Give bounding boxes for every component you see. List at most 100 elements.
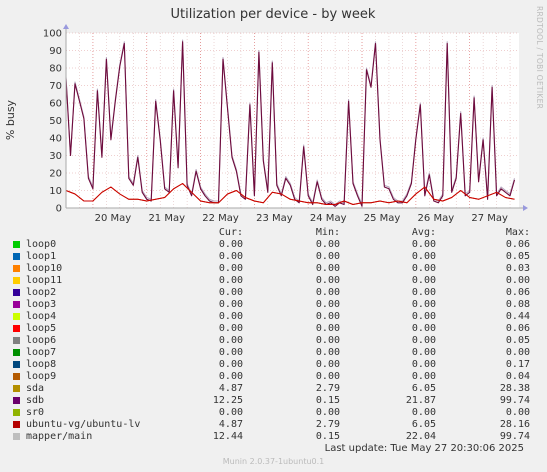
legend-min-value: 0.00 <box>315 359 340 370</box>
legend-cur-value: 12.25 <box>212 395 243 406</box>
legend-cur-value: 0.00 <box>218 299 243 310</box>
legend-item: loop4 0.00 0.00 0.00 0.44 <box>12 311 536 323</box>
legend-label: loop11 <box>26 275 63 286</box>
rrdtool-watermark: RRDTOOL / TOBI OETIKER <box>535 6 544 109</box>
legend-label: loop4 <box>26 311 57 322</box>
legend-max-value: 28.16 <box>499 419 530 430</box>
legend-min-value: 2.79 <box>315 383 340 394</box>
x-tick-label: 25 May <box>364 213 401 224</box>
legend-swatch <box>13 325 20 332</box>
legend-max-value: 0.44 <box>505 311 530 322</box>
legend-swatch <box>13 349 20 356</box>
y-tick-label: 100 <box>43 29 62 40</box>
y-tick-label: 70 <box>49 81 62 92</box>
legend-cur-value: 0.00 <box>218 263 243 274</box>
legend-cur-value: 0.00 <box>218 407 243 418</box>
legend-swatch <box>13 277 20 284</box>
axes <box>63 24 528 211</box>
legend-swatch <box>13 265 20 272</box>
legend-label: loop7 <box>26 347 57 358</box>
header-avg: Avg: <box>411 227 436 238</box>
legend-avg-value: 0.00 <box>411 323 436 334</box>
y-axis-label: % busy <box>4 99 17 140</box>
legend-label: sr0 <box>26 407 45 418</box>
last-update: Last update: Tue May 27 20:30:06 2025 <box>324 443 524 454</box>
legend-swatch <box>13 385 20 392</box>
legend-cur-value: 4.87 <box>218 383 243 394</box>
legend-max-value: 0.04 <box>505 371 530 382</box>
legend-max-value: 0.00 <box>505 347 530 358</box>
legend-rows: loop0 0.00 0.00 0.00 0.06 loop1 0.00 0.00 0.00 0.… <box>12 239 536 443</box>
legend-swatch <box>13 241 20 248</box>
legend-item: loop5 0.00 0.00 0.00 0.06 <box>12 323 536 335</box>
legend-avg-value: 0.00 <box>411 299 436 310</box>
legend-label: loop6 <box>26 335 57 346</box>
legend-avg-value: 22.04 <box>405 431 436 442</box>
legend-min-value: 0.15 <box>315 431 340 442</box>
legend-cur-value: 4.87 <box>218 419 243 430</box>
legend-avg-value: 0.00 <box>411 347 436 358</box>
legend-min-value: 0.00 <box>315 251 340 262</box>
legend-avg-value: 21.87 <box>405 395 436 406</box>
legend-min-value: 0.00 <box>315 275 340 286</box>
legend-cur-value: 0.00 <box>218 323 243 334</box>
legend-cur-value: 12.44 <box>212 431 243 442</box>
legend-swatch <box>13 421 20 428</box>
legend-label: loop1 <box>26 251 57 262</box>
legend-item: loop3 0.00 0.00 0.00 0.08 <box>12 299 536 311</box>
legend-item: loop10 0.00 0.00 0.00 0.03 <box>12 263 536 275</box>
x-tick-label: 22 May <box>202 213 239 224</box>
legend-min-value: 0.00 <box>315 299 340 310</box>
legend-swatch <box>13 373 20 380</box>
y-tick-label: 30 <box>49 151 62 162</box>
legend-label: loop2 <box>26 287 57 298</box>
legend-cur-value: 0.00 <box>218 287 243 298</box>
legend-min-value: 2.79 <box>315 419 340 430</box>
legend-item: loop8 0.00 0.00 0.00 0.17 <box>12 359 536 371</box>
header-cur: Cur: <box>218 227 243 238</box>
legend-cur-value: 0.00 <box>218 371 243 382</box>
legend-label: ubuntu-vg/ubuntu-lv <box>26 419 141 430</box>
y-tick-label: 80 <box>49 64 62 75</box>
legend-label: loop10 <box>26 263 63 274</box>
legend-max-value: 99.74 <box>499 431 530 442</box>
legend-avg-value: 0.00 <box>411 287 436 298</box>
legend-avg-value: 0.00 <box>411 263 436 274</box>
legend-max-value: 0.06 <box>505 239 530 250</box>
legend-max-value: 28.38 <box>499 383 530 394</box>
legend-label: loop9 <box>26 371 57 382</box>
legend-max-value: 0.06 <box>505 287 530 298</box>
legend-avg-value: 0.00 <box>411 407 436 418</box>
legend-item: loop1 0.00 0.00 0.00 0.05 <box>12 251 536 263</box>
legend-item: mapper/main 12.44 0.15 22.04 99.74 <box>12 431 536 443</box>
header-max: Max: <box>505 227 530 238</box>
legend-item: loop11 0.00 0.00 0.00 0.00 <box>12 275 536 287</box>
x-tick-label: 21 May <box>148 213 185 224</box>
legend-avg-value: 0.00 <box>411 359 436 370</box>
legend-min-value: 0.00 <box>315 323 340 334</box>
legend-item: sr0 0.00 0.00 0.00 0.00 <box>12 407 536 419</box>
legend-swatch <box>13 409 20 416</box>
y-tick-label: 90 <box>49 46 62 57</box>
legend-avg-value: 0.00 <box>411 275 436 286</box>
legend-min-value: 0.00 <box>315 287 340 298</box>
legend-min-value: 0.00 <box>315 371 340 382</box>
munin-version: Munin 2.0.37-1ubuntu0.1 <box>222 457 325 466</box>
legend-swatch <box>13 289 20 296</box>
legend-item: loop6 0.00 0.00 0.00 0.05 <box>12 335 536 347</box>
legend-cur-value: 0.00 <box>218 251 243 262</box>
legend-swatch <box>13 433 20 440</box>
legend-avg-value: 0.00 <box>411 311 436 322</box>
legend-item: loop9 0.00 0.00 0.00 0.04 <box>12 371 536 383</box>
legend-avg-value: 0.00 <box>411 371 436 382</box>
legend-item: loop0 0.00 0.00 0.00 0.06 <box>12 239 536 251</box>
legend-max-value: 0.05 <box>505 335 530 346</box>
legend-max-value: 0.00 <box>505 407 530 418</box>
legend-max-value: 0.00 <box>505 275 530 286</box>
legend-min-value: 0.00 <box>315 239 340 250</box>
legend-item: sdb 12.25 0.15 21.87 99.74 <box>12 395 536 407</box>
legend-swatch <box>13 313 20 320</box>
legend-label: loop5 <box>26 323 57 334</box>
legend-max-value: 0.08 <box>505 299 530 310</box>
